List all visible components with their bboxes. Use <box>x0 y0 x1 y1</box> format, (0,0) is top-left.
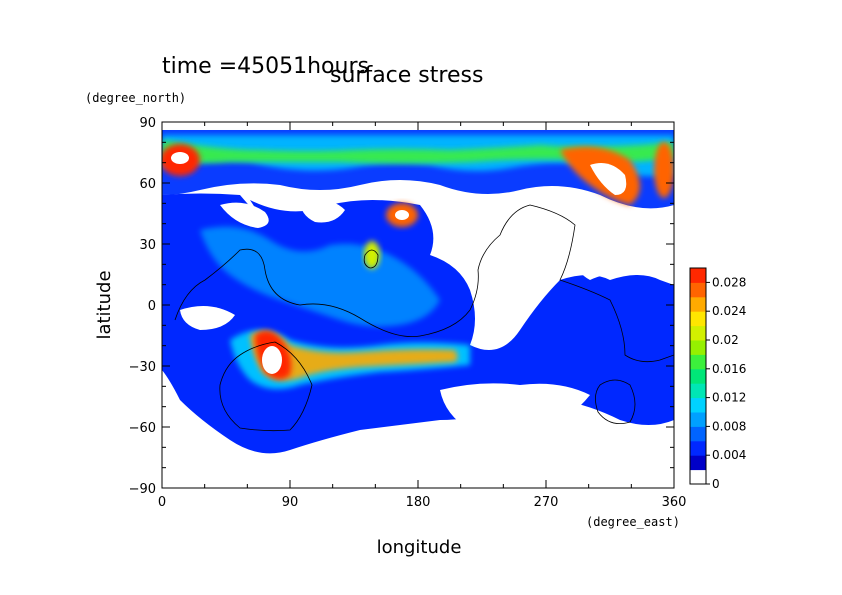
chart-title-time: time =45051hours <box>162 54 369 79</box>
colorbar-band <box>690 325 706 341</box>
continent-outline-3 <box>595 379 636 425</box>
colorbar-tick-label: 0.008 <box>712 419 746 433</box>
chart-title-variable: surface stress <box>330 63 483 88</box>
x-axis-unit: (degree_east) <box>586 515 680 529</box>
colorbar-band <box>690 440 706 456</box>
colorbar-tick-label: 0.004 <box>712 448 746 462</box>
colorbar-band <box>690 469 706 485</box>
x-axis-label: longitude <box>377 537 462 558</box>
colorbar-tick-label: 0.028 <box>712 275 746 289</box>
colorbar-tick-label: 0.02 <box>712 333 739 347</box>
south-hotspot-core <box>262 346 282 374</box>
colorbar: 0 0.004 0.008 0.012 0.016 0.02 0.024 0.028 <box>689 267 746 491</box>
colorbar-band <box>690 311 706 327</box>
colorbar-tick-label: 0 <box>712 477 720 491</box>
north-hotspot-core <box>395 210 409 220</box>
y-axis-ticks: 90 60 30 0 −30 −60 −90 <box>129 116 674 497</box>
continent-outline-1 <box>174 204 674 363</box>
x-tick-label: 0 <box>158 495 166 510</box>
south-band-orange <box>250 331 458 381</box>
colorbar-band <box>690 412 706 427</box>
northwest-hotspot-core <box>171 152 189 164</box>
y-axis-label: latitude <box>94 270 115 339</box>
far-east-hotspot <box>654 142 674 198</box>
x-tick-label: 180 <box>406 495 431 510</box>
y-tick-label: −30 <box>129 360 156 375</box>
colorbar-band <box>690 296 706 312</box>
colorbar-band <box>690 282 706 298</box>
colorbar-tick-label: 0.016 <box>712 362 746 376</box>
x-axis-ticks: 0 90 180 270 360 <box>158 122 687 510</box>
gap-west-north <box>220 202 269 228</box>
x-tick-label: 270 <box>534 495 559 510</box>
colorbar-band <box>690 354 706 370</box>
colorbar-band <box>690 368 706 384</box>
continent-outline-4 <box>363 249 379 269</box>
northeast-hotspot-core <box>590 162 627 195</box>
colorbar-band <box>690 268 706 283</box>
y-tick-label: −90 <box>129 482 156 497</box>
x-tick-label: 90 <box>282 495 299 510</box>
colorbar-band <box>690 397 706 413</box>
gap-northeast-2 <box>300 198 345 223</box>
colorbar-band <box>690 340 706 355</box>
colorbar-band <box>690 455 706 471</box>
y-axis-unit: (degree_north) <box>85 91 186 105</box>
mid-hotspot-yellow <box>364 241 380 269</box>
colorbar-frame <box>689 267 707 485</box>
gap-south <box>440 383 590 435</box>
x-tick-label: 360 <box>662 495 687 510</box>
gap-west-mid <box>180 306 235 330</box>
y-tick-label: 90 <box>139 116 156 131</box>
north-band-green <box>162 140 674 164</box>
y-tick-label: 60 <box>139 177 156 192</box>
y-tick-label: −60 <box>129 421 156 436</box>
gap-east-2 <box>560 221 650 280</box>
y-tick-label: 0 <box>148 299 156 314</box>
y-tick-label: 30 <box>139 238 156 253</box>
mid-cyan-patches <box>200 226 440 327</box>
gap-east <box>468 201 550 301</box>
colorbar-band <box>690 383 706 399</box>
stress-field <box>162 122 674 488</box>
continent-outline-2 <box>219 341 313 432</box>
colorbar-tick-label: 0.012 <box>712 391 746 405</box>
colorbar-band <box>690 426 706 442</box>
colorbar-tick-label: 0.024 <box>712 304 746 318</box>
